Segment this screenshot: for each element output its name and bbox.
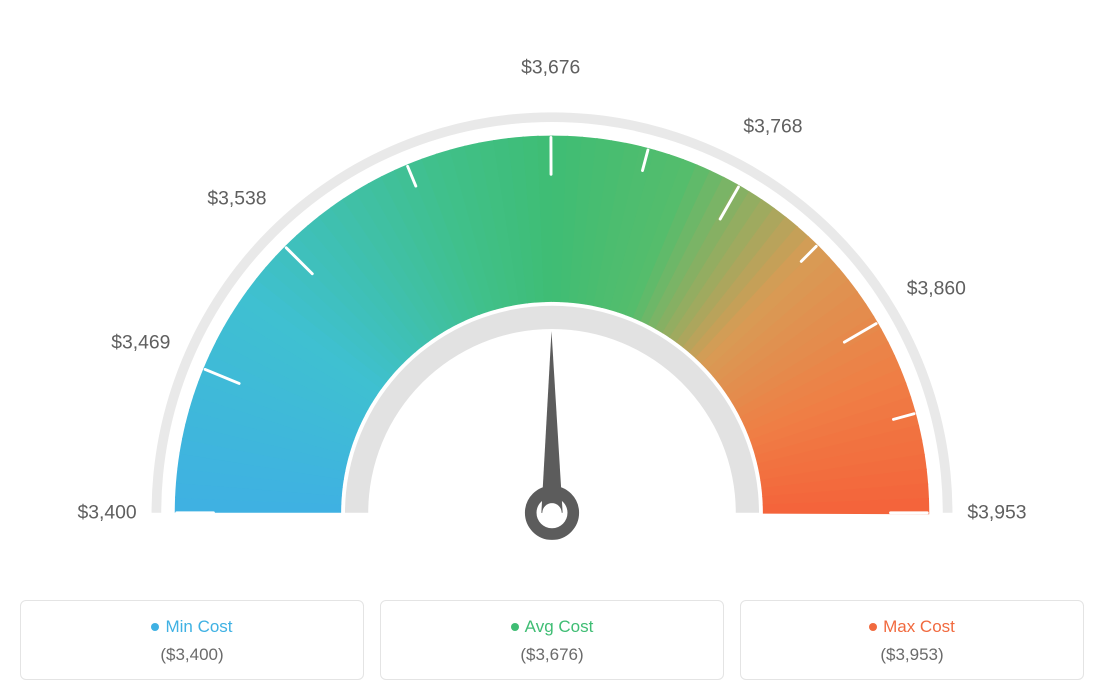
legend-card-min: Min Cost ($3,400) [20, 600, 364, 680]
dot-icon [151, 623, 159, 631]
legend-max-title-text: Max Cost [883, 617, 955, 636]
cost-gauge-widget: $3,400 $3,469 $3,538 $3,676 $3,768 $3,860 $3,9… [20, 20, 1084, 680]
legend-min-title-text: Min Cost [165, 617, 232, 636]
legend-avg-title: Avg Cost [381, 617, 723, 637]
legend-row: Min Cost ($3,400) Avg Cost ($3,676) Max … [20, 600, 1084, 680]
svg-text:$3,538: $3,538 [207, 187, 266, 209]
legend-avg-title-text: Avg Cost [525, 617, 594, 636]
legend-max-title: Max Cost [741, 617, 1083, 637]
gauge-chart: $3,400 $3,469 $3,538 $3,676 $3,768 $3,860 $3,9… [20, 20, 1084, 580]
dot-icon [869, 623, 877, 631]
legend-min-title: Min Cost [21, 617, 363, 637]
svg-text:$3,860: $3,860 [907, 277, 966, 299]
legend-card-avg: Avg Cost ($3,676) [380, 600, 724, 680]
svg-text:$3,953: $3,953 [967, 502, 1026, 524]
svg-text:$3,400: $3,400 [77, 502, 136, 524]
dot-icon [511, 623, 519, 631]
legend-max-value: ($3,953) [741, 645, 1083, 665]
svg-text:$3,469: $3,469 [111, 332, 170, 354]
svg-text:$3,768: $3,768 [743, 115, 802, 137]
svg-text:$3,676: $3,676 [521, 57, 580, 79]
legend-card-max: Max Cost ($3,953) [740, 600, 1084, 680]
legend-min-value: ($3,400) [21, 645, 363, 665]
legend-avg-value: ($3,676) [381, 645, 723, 665]
